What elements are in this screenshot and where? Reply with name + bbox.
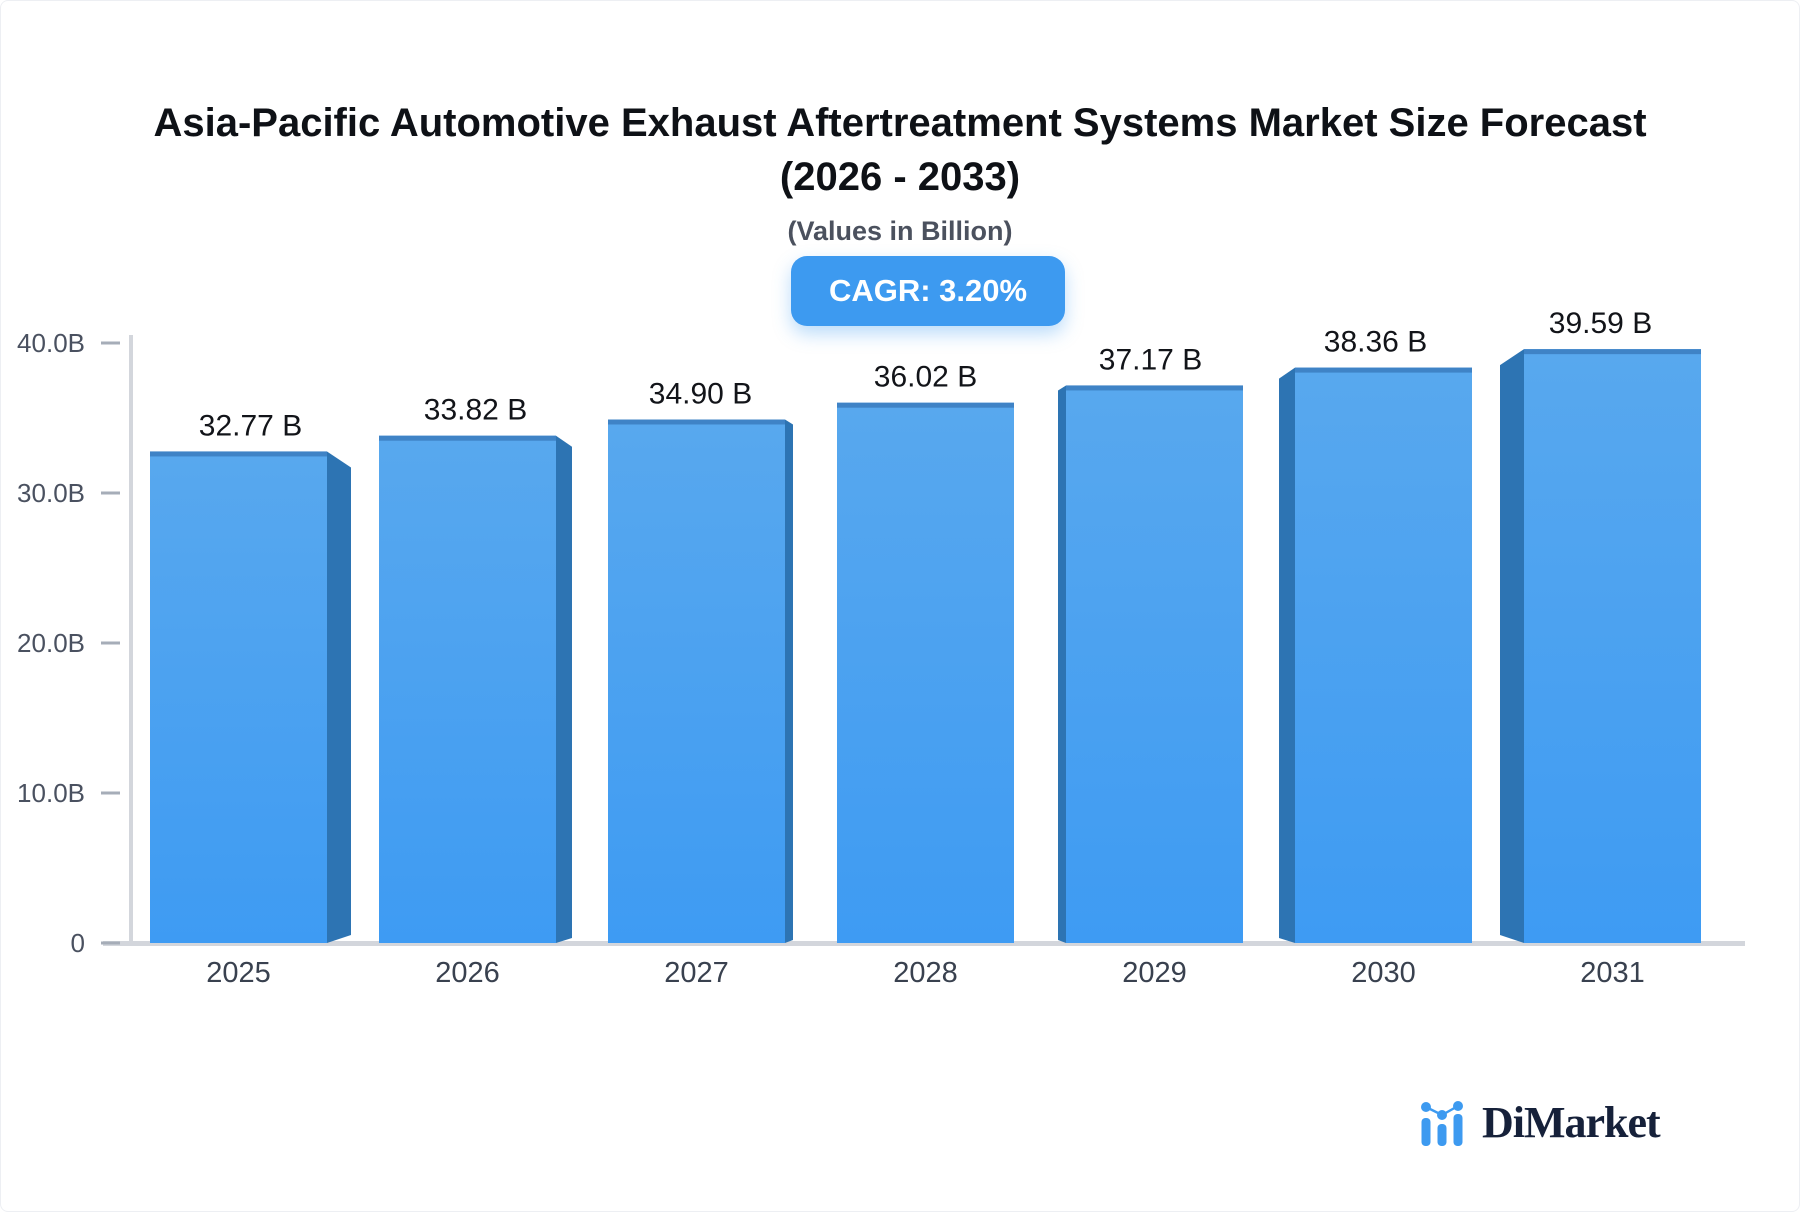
y-tick-label-20.0B: 20.0B [17,628,85,658]
y-tick-30.0B [101,491,120,495]
bar-top-edge-2026 [379,435,556,441]
y-axis-line [129,335,133,943]
bar-2031 [1524,349,1701,943]
cagr-badge-row: CAGR: 3.20% [0,256,1800,326]
value-label-2028: 36.02 B [874,361,977,394]
bar-2030 [1295,367,1472,944]
mini-bar-chart-icon [1421,1101,1463,1146]
value-label-2026: 33.82 B [424,394,527,427]
bar-2029 [1066,385,1243,943]
x-tick-label-2027: 2027 [664,957,729,989]
x-tick-label-2025: 2025 [206,957,271,989]
value-label-2027: 34.90 B [649,378,752,411]
y-tick-0 [101,941,120,945]
bar-2025 [150,451,327,943]
x-axis-line [103,941,1745,946]
chart-title-line1: Asia-Pacific Automotive Exhaust Aftertre… [153,101,1647,145]
y-tick-20.0B [101,641,120,645]
bar-side-2031 [1500,349,1524,943]
value-label-2030: 38.36 B [1324,326,1427,359]
bar-top-edge-2030 [1295,367,1472,373]
chart-subtitle: (Values in Billion) [787,216,1013,246]
x-tick-label-2029: 2029 [1122,957,1187,989]
dimarket-logo: DiMarket [1418,1098,1661,1147]
x-tick-label-2031: 2031 [1580,957,1645,989]
x-tick-label-2026: 2026 [435,957,500,989]
chart-title: Asia-Pacific Automotive Exhaust Aftertre… [0,96,1800,204]
y-tick-40.0B [101,341,120,345]
chart-title-line2: (2026 - 2033) [779,155,1021,199]
bar-2026 [379,435,556,943]
bar-top-edge-2027 [608,419,785,425]
y-tick-label-10.0B: 10.0B [17,778,85,808]
bar-side-2030 [1279,367,1295,944]
cagr-badge: CAGR: 3.20% [790,256,1066,326]
bar-2027 [608,419,785,943]
value-label-2029: 37.17 B [1099,343,1202,376]
y-tick-10.0B [101,791,120,795]
bar-side-2029 [1058,385,1066,943]
bar-side-2026 [556,435,572,943]
y-tick-label-40.0B: 40.0B [17,328,85,358]
bar-side-2027 [785,419,793,943]
bar-2028 [837,402,1014,943]
y-tick-label-30.0B: 30.0B [17,478,85,508]
bar-top-edge-2029 [1066,385,1243,391]
y-tick-label-0: 0 [71,928,85,958]
bar-top-edge-2025 [150,451,327,457]
logo-wordmark: DiMarket [1482,1098,1661,1147]
x-tick-label-2030: 2030 [1351,957,1416,989]
value-label-2025: 32.77 B [199,409,302,442]
value-label-2031: 39.59 B [1549,307,1652,340]
x-tick-label-2028: 2028 [893,957,958,989]
bar-side-2025 [327,451,351,943]
bar-top-edge-2031 [1524,349,1701,355]
bar-top-edge-2028 [837,402,1014,408]
